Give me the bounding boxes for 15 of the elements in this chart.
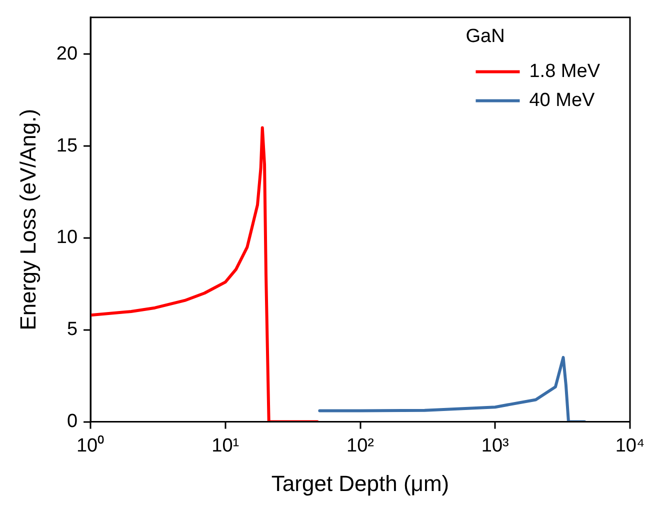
y-tick-label: 20 [56, 43, 78, 64]
y-tick-label: 10 [56, 227, 78, 248]
x-tick-label: 10³ [481, 435, 509, 456]
x-tick-label: 10⁴ [615, 435, 645, 456]
legend-label: 1.8 MeV [529, 60, 600, 82]
x-tick-label: 10² [346, 435, 374, 456]
y-tick-label: 0 [66, 411, 78, 432]
legend-title: GaN [466, 26, 505, 48]
legend-label: 40 MeV [529, 90, 596, 111]
x-axis-title: Target Depth (μm) [271, 470, 450, 496]
x-tick-label: 10⁰ [76, 434, 105, 456]
x-tick-label: 10¹ [212, 435, 240, 456]
y-axis-title: Energy Loss (eV/Ang.) [15, 108, 40, 330]
y-tick-label: 15 [56, 135, 78, 156]
y-tick-label: 5 [66, 319, 78, 340]
